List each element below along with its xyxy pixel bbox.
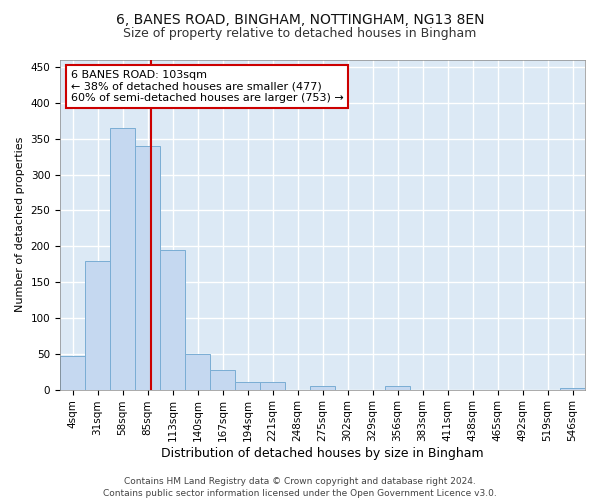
Bar (110, 128, 135, 390)
Text: 6 BANES ROAD: 103sqm
← 38% of detached houses are smaller (477)
60% of semi-deta: 6 BANES ROAD: 103sqm ← 38% of detached h… (71, 70, 343, 103)
Bar (260, 382, 285, 390)
Text: Contains HM Land Registry data © Crown copyright and database right 2024.
Contai: Contains HM Land Registry data © Crown c… (103, 476, 497, 498)
Bar (85, 260, 110, 390)
Bar (385, 386, 410, 390)
Bar (210, 370, 235, 390)
Bar (235, 382, 260, 390)
Bar (60, 356, 85, 390)
Bar (310, 386, 335, 390)
Bar (135, 146, 160, 390)
Bar (560, 388, 585, 390)
Bar (160, 250, 185, 390)
Bar (185, 354, 210, 390)
Text: 6, BANES ROAD, BINGHAM, NOTTINGHAM, NG13 8EN: 6, BANES ROAD, BINGHAM, NOTTINGHAM, NG13… (116, 12, 484, 26)
Y-axis label: Number of detached properties: Number of detached properties (15, 137, 25, 312)
X-axis label: Distribution of detached houses by size in Bingham: Distribution of detached houses by size … (161, 447, 484, 460)
Text: Size of property relative to detached houses in Bingham: Size of property relative to detached ho… (124, 28, 476, 40)
